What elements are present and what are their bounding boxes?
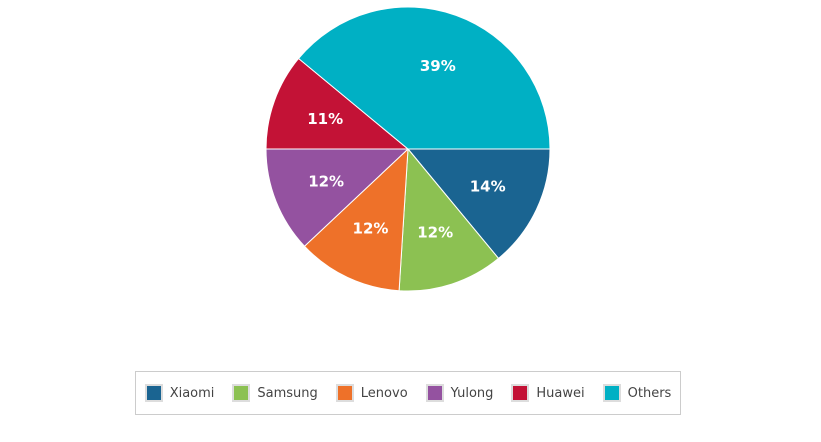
- legend-item-samsung[interactable]: Samsung: [232, 384, 318, 402]
- legend-item-xiaomi[interactable]: Xiaomi: [144, 384, 215, 402]
- pie-slice-xiaomi[interactable]: [406, 148, 551, 260]
- slice-label: 14%: [470, 177, 506, 195]
- slice-label: 39%: [420, 57, 456, 75]
- legend-item-huawei[interactable]: Huawei: [511, 384, 585, 402]
- legend-swatch: [602, 384, 621, 402]
- slice-label: 12%: [353, 220, 389, 238]
- legend: Xiaomi Samsung Lenovo Yulong Huawei Others: [135, 371, 681, 415]
- legend-item-others[interactable]: Others: [602, 384, 672, 402]
- legend-label: Xiaomi: [169, 385, 215, 401]
- pie-chart: 14% 12% 12% 12% 11% 39%: [265, 6, 551, 292]
- slice-label: 12%: [308, 172, 344, 190]
- legend-swatch: [425, 384, 444, 402]
- slice-label: 12%: [417, 224, 453, 242]
- pie-slice-huawei[interactable]: [265, 57, 410, 150]
- pie-slice-yulong[interactable]: [265, 148, 410, 247]
- legend-swatch: [335, 384, 354, 402]
- legend-swatch: [511, 384, 530, 402]
- pie-slice-others[interactable]: [297, 6, 551, 150]
- pie-slice-samsung[interactable]: [398, 147, 500, 292]
- pie-slice-lenovo[interactable]: [303, 147, 409, 292]
- legend-item-yulong[interactable]: Yulong: [425, 384, 494, 402]
- legend-label: Huawei: [536, 385, 585, 401]
- legend-item-lenovo[interactable]: Lenovo: [335, 384, 408, 402]
- legend-swatch: [144, 384, 163, 402]
- legend-label: Yulong: [450, 385, 494, 401]
- legend-swatch: [232, 384, 251, 402]
- legend-label: Others: [627, 385, 672, 401]
- slice-label: 11%: [307, 110, 343, 128]
- legend-label: Lenovo: [360, 385, 408, 401]
- legend-label: Samsung: [257, 385, 318, 401]
